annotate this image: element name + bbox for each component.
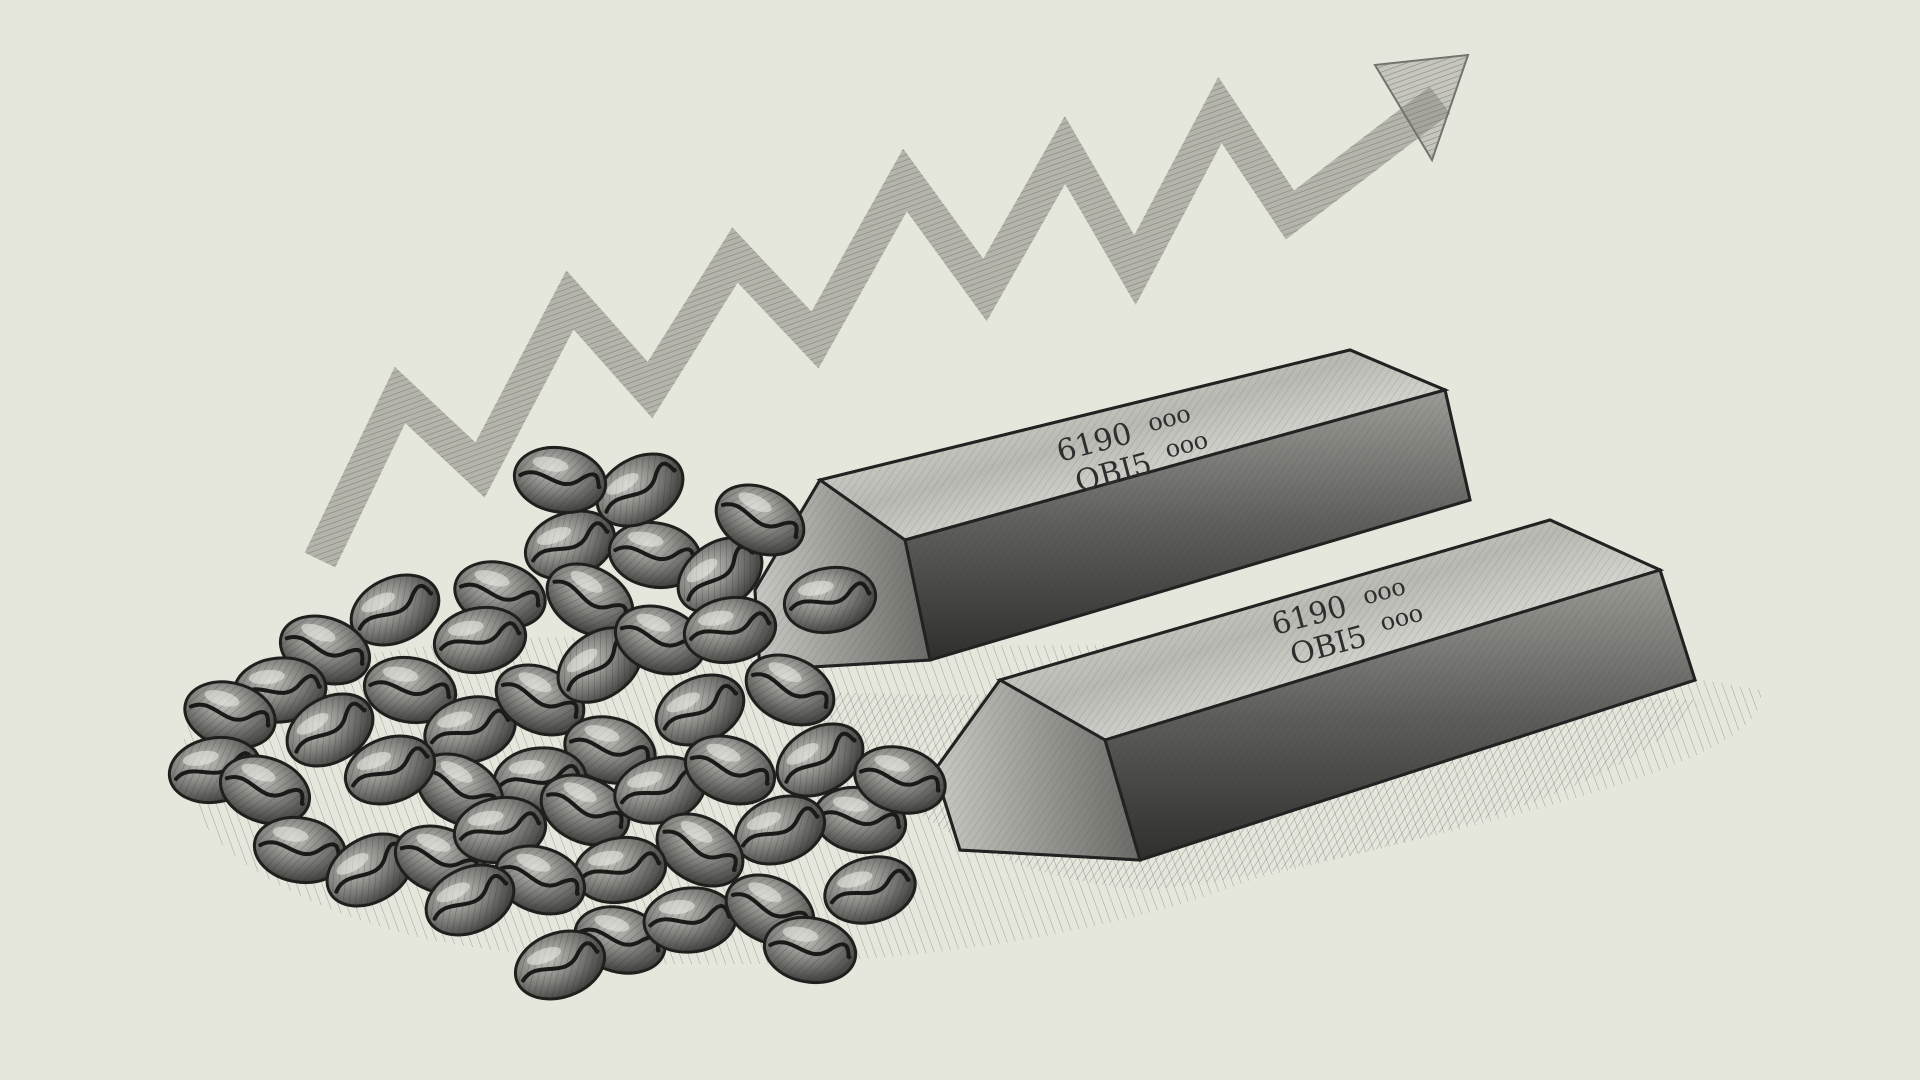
coffee-bean <box>683 734 777 806</box>
coffee-bean <box>775 722 865 798</box>
coffee-bean <box>823 855 917 925</box>
coffee-bean <box>676 536 764 614</box>
coffee-bean <box>595 452 685 528</box>
coffee-bean <box>782 565 878 635</box>
coffee-bean-pile <box>167 445 947 1001</box>
coffee-bean <box>523 509 617 581</box>
coffee-bean <box>285 692 375 768</box>
coffee-bean <box>423 695 517 765</box>
coffee-bean <box>572 835 668 905</box>
coffee-bean <box>513 929 607 1001</box>
coffee-bean <box>607 520 703 590</box>
coffee-bean <box>252 815 348 885</box>
coffee-bean <box>493 844 587 916</box>
coffee-bean <box>744 653 836 727</box>
upward-zigzag-trend-arrow-icon <box>304 53 1470 568</box>
coffee-bean <box>655 812 745 888</box>
coffee-bean <box>167 735 263 805</box>
coffee-bean <box>432 605 528 675</box>
coffee-bean <box>642 886 738 954</box>
coffee-bean <box>424 863 516 937</box>
coffee-bean <box>682 595 778 665</box>
coffee-bean <box>362 655 458 725</box>
coffee-bean <box>762 915 858 985</box>
coffee-bean <box>512 445 608 515</box>
coffee-bean <box>733 794 827 866</box>
silver-bar-front: 6190 OBI5 ooo ooo <box>933 518 1697 862</box>
coffee-bean <box>545 562 635 638</box>
coffee-bean <box>853 745 947 815</box>
coffee-bean <box>613 604 707 676</box>
coffee-bean <box>343 734 437 806</box>
coffee-bean <box>183 680 277 750</box>
coffee-bean <box>349 573 441 647</box>
coffee-bean <box>654 673 746 747</box>
coffee-bean <box>218 754 312 826</box>
coffee-bean <box>613 755 707 825</box>
coffee-bean <box>714 483 806 557</box>
coffee-bean <box>539 773 631 847</box>
